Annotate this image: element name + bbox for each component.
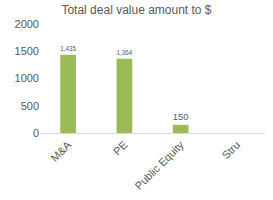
svg-text:2000: 2000 bbox=[15, 18, 39, 30]
svg-text:500: 500 bbox=[21, 100, 39, 112]
svg-text:150: 150 bbox=[173, 111, 189, 122]
svg-text:Total deal value amount to $: Total deal value amount to $ bbox=[61, 3, 211, 17]
svg-text:1000: 1000 bbox=[15, 72, 39, 84]
svg-text:Stru: Stru bbox=[219, 139, 242, 162]
svg-text:M&A: M&A bbox=[48, 138, 74, 164]
svg-text:1,364: 1,364 bbox=[117, 49, 133, 56]
svg-text:1500: 1500 bbox=[15, 45, 39, 57]
svg-text:1,435: 1,435 bbox=[60, 45, 76, 52]
svg-text:Public Equity: Public Equity bbox=[132, 138, 186, 192]
svg-text:PE: PE bbox=[111, 139, 130, 158]
svg-text:0: 0 bbox=[33, 127, 39, 139]
